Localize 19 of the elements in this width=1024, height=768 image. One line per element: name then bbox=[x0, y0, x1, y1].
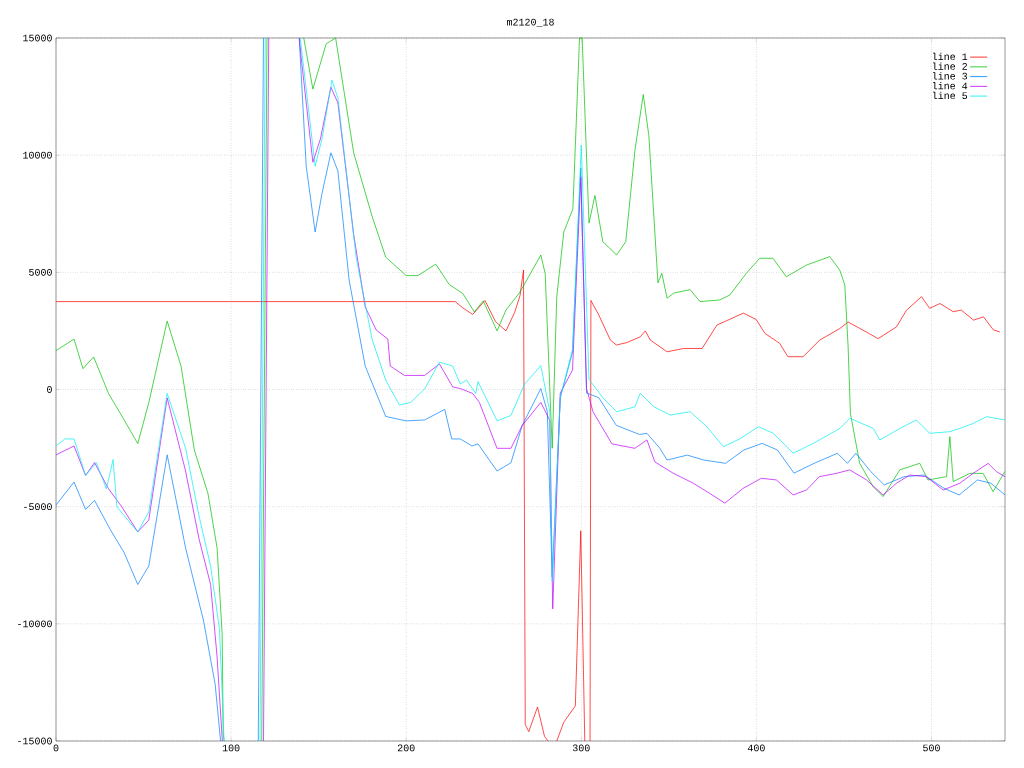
x-tick-label: 300 bbox=[572, 744, 590, 752]
y-tick-label: -5000 bbox=[24, 503, 52, 511]
chart-title: m2120_18 bbox=[506, 18, 554, 27]
x-tick-label: 200 bbox=[397, 744, 415, 752]
x-tick-label: 100 bbox=[222, 744, 240, 752]
legend-label: line 4 bbox=[933, 81, 968, 90]
y-tick-label: 15000 bbox=[23, 34, 52, 42]
y-tick-label: -15000 bbox=[18, 737, 52, 745]
x-tick-label: 500 bbox=[923, 744, 940, 752]
x-tick-label: 0 bbox=[53, 744, 59, 752]
legend-label: line 1 bbox=[933, 52, 968, 61]
y-tick-label: 0 bbox=[47, 386, 52, 393]
y-tick-label: -10000 bbox=[18, 620, 52, 628]
y-tick-label: 10000 bbox=[23, 151, 52, 159]
y-tick-label: 5000 bbox=[29, 268, 52, 276]
legend-label: line 5 bbox=[933, 91, 968, 100]
legend-label: line 2 bbox=[933, 62, 967, 70]
x-tick-label: 400 bbox=[747, 744, 765, 752]
legend-label: line 3 bbox=[933, 72, 968, 80]
